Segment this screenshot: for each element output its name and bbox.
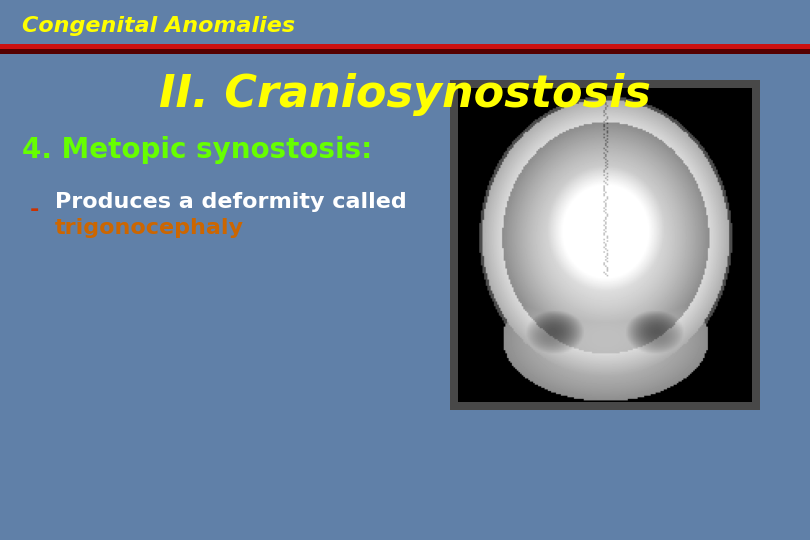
Bar xyxy=(0,49,810,54)
Bar xyxy=(0,44,810,49)
Text: 4. Metopic synostosis:: 4. Metopic synostosis: xyxy=(22,136,373,164)
Text: Produces a deformity called: Produces a deformity called xyxy=(55,192,407,212)
Text: -: - xyxy=(30,200,40,220)
Text: trigonocephaly: trigonocephaly xyxy=(55,218,244,238)
Text: II. Craniosynostosis: II. Craniosynostosis xyxy=(159,73,651,117)
Bar xyxy=(450,80,760,410)
Text: Congenital Anomalies: Congenital Anomalies xyxy=(22,16,295,36)
